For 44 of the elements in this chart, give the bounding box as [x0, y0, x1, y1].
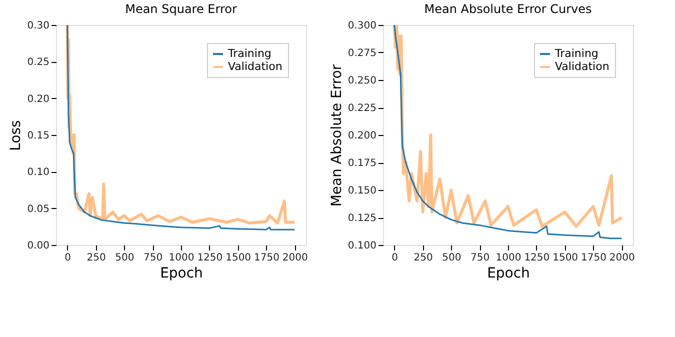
x-tick-label: 1250 [197, 252, 223, 264]
x-tick-label: 250 [414, 252, 433, 264]
y-tick-label: 0.20 [27, 94, 50, 105]
y-tick-label: 0.275 [348, 48, 376, 59]
y-tick-label: 0.10 [27, 167, 50, 178]
x-tick-label: 1000 [168, 252, 194, 264]
y-tick-label: 0.250 [348, 76, 376, 86]
x-tick-label: 250 [86, 252, 106, 264]
y-tick-label: 0.125 [348, 213, 376, 224]
y-tick-label: 0.25 [27, 57, 50, 68]
y-tick-label: 0.200 [348, 130, 376, 142]
x-tick-label: 500 [115, 252, 134, 264]
x-tick-label: 2000 [282, 252, 308, 264]
x-tick-label: 0 [392, 252, 398, 264]
x-tick-label: 1000 [496, 252, 522, 264]
chart-title: Mean Absolute Error Curves [424, 2, 592, 16]
x-tick-label: 500 [442, 252, 462, 264]
y-tick-label: 0.175 [348, 158, 376, 169]
x-tick-label: 1500 [226, 252, 252, 264]
chart-title: Mean Square Error [125, 2, 237, 16]
legend-label: Validation [228, 60, 282, 73]
x-tick-label: 1500 [552, 252, 578, 264]
x-tick-label: 0 [64, 252, 72, 264]
x-axis-title: Epoch [160, 266, 203, 282]
y-tick-label: 0.100 [348, 240, 376, 252]
y-tick-label: 0.150 [348, 186, 376, 196]
y-tick-label: 0.00 [27, 240, 50, 252]
x-tick-label: 2000 [609, 252, 635, 264]
y-tick-label: 0.300 [348, 20, 376, 32]
x-tick-label: 1750 [581, 252, 606, 264]
legend-label: Training [554, 47, 598, 60]
y-axis-title: Mean Absolute Error [328, 64, 345, 207]
x-tick-label: 750 [470, 252, 490, 264]
x-tick-label: 1250 [524, 252, 550, 264]
y-tick-label: 0.225 [348, 103, 376, 114]
y-axis-title: Loss [8, 120, 24, 151]
x-tick-label: 750 [144, 252, 163, 264]
y-tick-label: 0.15 [27, 130, 50, 142]
x-axis-title: Epoch [487, 266, 530, 282]
legend-label: Training [227, 47, 272, 60]
y-tick-label: 0.05 [27, 204, 50, 215]
legend-label: Validation [555, 60, 610, 73]
x-tick-label: 1750 [254, 252, 280, 264]
y-tick-label: 0.30 [27, 20, 50, 32]
